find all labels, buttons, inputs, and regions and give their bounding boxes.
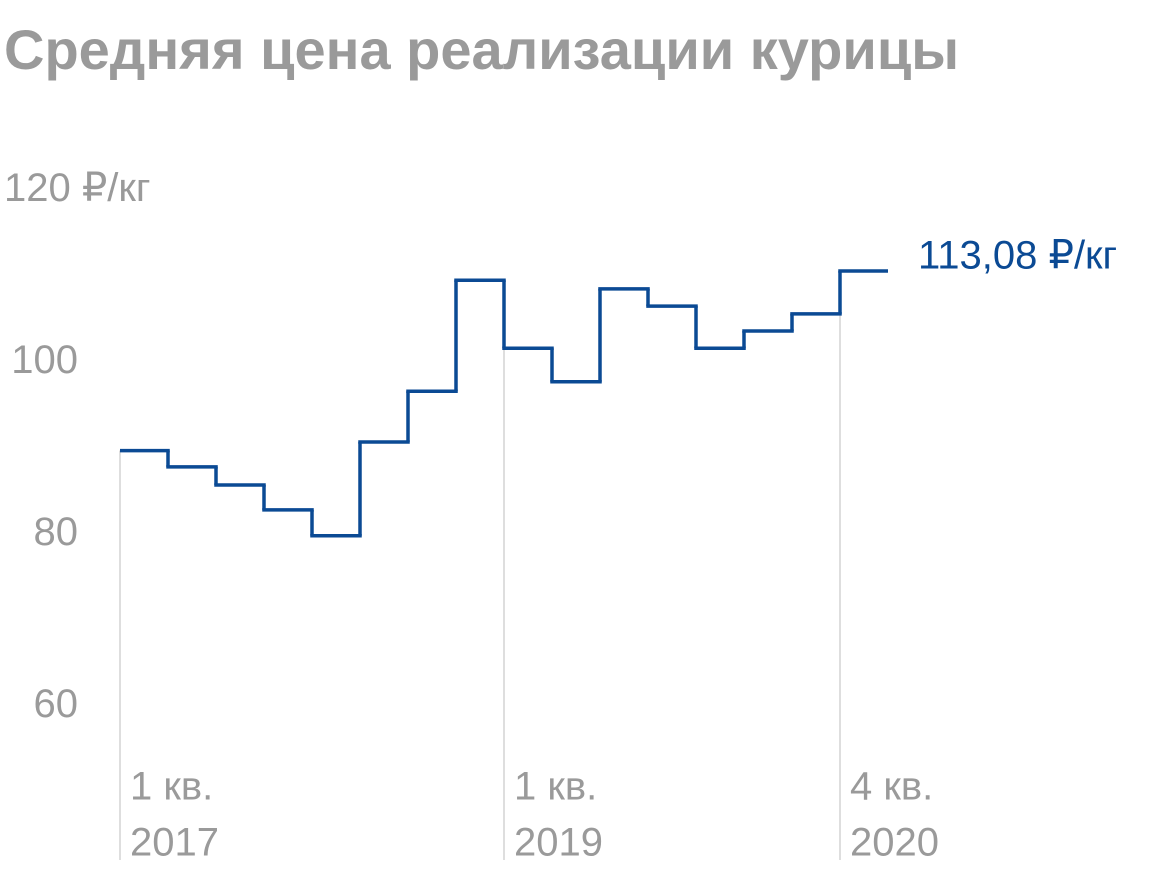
y-tick-label: 100 bbox=[11, 338, 78, 382]
value-label: 113,08 ₽/кг bbox=[918, 234, 1117, 278]
x-tick-label: 2019 bbox=[514, 821, 603, 865]
chart-title: Средняя цена реализации курицы bbox=[4, 18, 959, 81]
x-tick-label: 1 кв. bbox=[514, 765, 597, 809]
y-tick-label: 60 bbox=[34, 682, 79, 726]
y-tick-label: 120 ₽/кг bbox=[4, 166, 151, 210]
x-tick-label: 2017 bbox=[130, 821, 219, 865]
x-tick-label: 1 кв. bbox=[130, 765, 213, 809]
y-tick-label: 80 bbox=[34, 510, 79, 554]
x-tick-label: 4 кв. bbox=[850, 765, 933, 809]
x-tick-label: 2020 bbox=[850, 821, 939, 865]
